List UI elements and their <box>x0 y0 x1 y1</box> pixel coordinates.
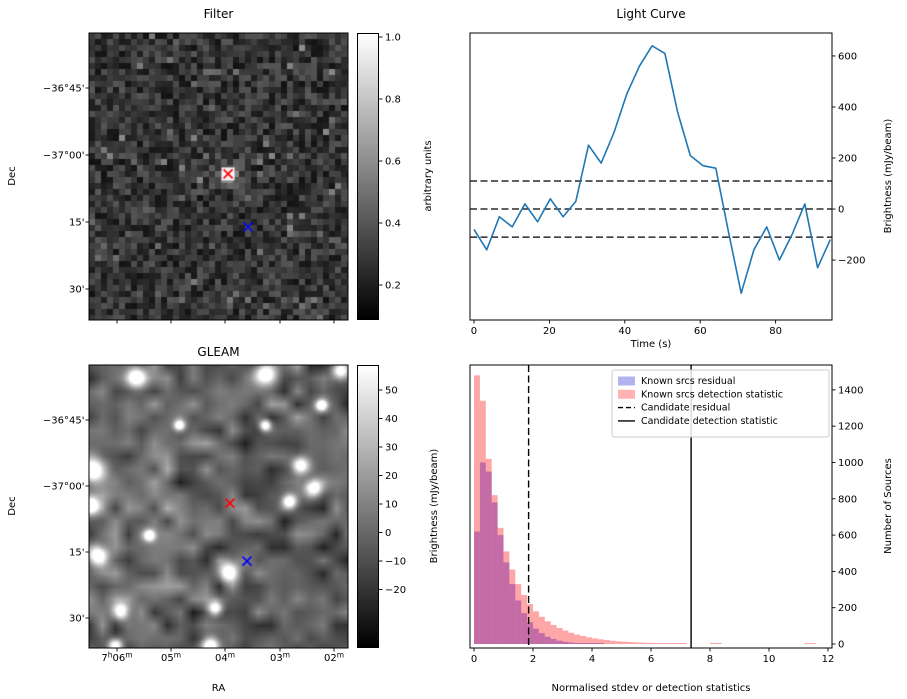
svg-text:0: 0 <box>385 528 391 539</box>
legend-label: Candidate detection statistic <box>641 416 778 427</box>
svg-text:600: 600 <box>838 51 857 62</box>
svg-text:0: 0 <box>838 205 844 216</box>
legend-label: Known srcs detection statistic <box>641 389 783 400</box>
histogram-legend: Known srcs residual Known srcs detection … <box>611 369 830 438</box>
light-curve-title: Light Curve <box>616 7 686 21</box>
svg-text:800: 800 <box>838 494 857 505</box>
gleam-title: GLEAM <box>197 345 240 359</box>
svg-text:200: 200 <box>838 603 857 614</box>
svg-text:1400: 1400 <box>838 385 863 396</box>
histogram-x-axis-label: Normalised stdev or detection statistics <box>551 683 751 694</box>
gleam-sky-image <box>89 365 348 648</box>
svg-text:1.0: 1.0 <box>385 33 401 44</box>
gleam-colorbar-label: Brightness (mJy/beam) <box>429 448 440 564</box>
light-curve-x-axis-label: Time (s) <box>630 339 672 350</box>
histogram-bars-residual <box>474 462 604 645</box>
legend-swatch-patch <box>618 389 635 399</box>
svg-text:7h06m: 7h06m <box>101 651 132 665</box>
axes-frames <box>88 32 833 649</box>
light-curve-line <box>473 44 832 295</box>
svg-text:10: 10 <box>763 654 776 665</box>
svg-text:20: 20 <box>385 471 398 482</box>
svg-text:0.8: 0.8 <box>385 95 401 106</box>
svg-text:600: 600 <box>838 531 857 542</box>
svg-text:20: 20 <box>543 326 556 337</box>
filter-dec-axis-label: Dec <box>7 166 18 186</box>
svg-text:15': 15' <box>69 548 84 559</box>
svg-text:0: 0 <box>471 326 477 337</box>
svg-text:40: 40 <box>385 414 398 425</box>
svg-text:−37°00': −37°00' <box>43 151 85 162</box>
legend-swatch-patch <box>618 376 635 386</box>
gleam-x-axis-label: RA <box>211 683 226 694</box>
svg-text:−10: −10 <box>385 557 406 568</box>
svg-text:1000: 1000 <box>838 458 863 469</box>
svg-text:60: 60 <box>694 326 707 337</box>
svg-text:−200: −200 <box>838 256 865 267</box>
filter-sky-image <box>89 33 348 320</box>
svg-text:−37°00': −37°00' <box>43 482 85 493</box>
svg-text:02m: 02m <box>324 651 344 665</box>
svg-text:40: 40 <box>618 326 631 337</box>
filter-title: Filter <box>203 7 234 21</box>
svg-text:0.4: 0.4 <box>385 219 401 230</box>
svg-text:05m: 05m <box>161 651 181 665</box>
svg-text:200: 200 <box>838 154 857 165</box>
svg-text:−20: −20 <box>385 585 406 596</box>
svg-text:0.6: 0.6 <box>385 157 401 168</box>
svg-text:4: 4 <box>589 654 595 665</box>
svg-text:0.2: 0.2 <box>385 281 401 292</box>
light-curve-y-axis-label: Brightness (mJy/beam) <box>883 118 894 234</box>
svg-text:0: 0 <box>471 654 477 665</box>
svg-text:−36°45': −36°45' <box>43 416 85 427</box>
svg-text:15': 15' <box>69 218 84 229</box>
filter-colorbar-label: arbitrary units <box>423 140 434 212</box>
svg-text:80: 80 <box>769 326 782 337</box>
svg-text:6: 6 <box>648 654 654 665</box>
light-curve-axis-ticks: 0 20 40 60 80 −200 0 200 400 600 <box>471 51 866 337</box>
svg-text:400: 400 <box>838 567 857 578</box>
svg-text:1200: 1200 <box>838 422 863 433</box>
svg-text:30': 30' <box>69 614 84 625</box>
histogram-y-axis-label: Number of Sources <box>883 458 894 554</box>
filter-axis-ticks: −36°45' −37°00' 15' 30' 1.0 0.8 0.6 0.4 0.2 <box>43 33 401 324</box>
gleam-dec-axis-label: Dec <box>7 496 18 516</box>
svg-text:10: 10 <box>385 500 398 511</box>
svg-text:30': 30' <box>69 285 84 296</box>
legend-label: Known srcs residual <box>641 376 735 387</box>
svg-text:−36°45': −36°45' <box>43 84 85 95</box>
svg-text:50: 50 <box>385 386 398 397</box>
svg-text:03m: 03m <box>270 651 290 665</box>
gleam-colorbar <box>357 365 379 648</box>
svg-text:0: 0 <box>838 640 844 651</box>
svg-text:04m: 04m <box>215 651 235 665</box>
filter-colorbar <box>357 33 379 320</box>
gleam-axis-ticks: −36°45' −37°00' 15' 30' 7h06m 05m 04m 03m 02m 50 4… <box>43 386 406 665</box>
svg-text:8: 8 <box>707 654 713 665</box>
svg-text:12: 12 <box>822 654 835 665</box>
histogram-bars-detection <box>474 375 817 645</box>
svg-text:400: 400 <box>838 102 857 113</box>
light-curve-threshold-lines <box>470 180 832 238</box>
svg-text:30: 30 <box>385 443 398 454</box>
legend-label: Candidate residual <box>641 403 730 414</box>
svg-text:2: 2 <box>530 654 536 665</box>
